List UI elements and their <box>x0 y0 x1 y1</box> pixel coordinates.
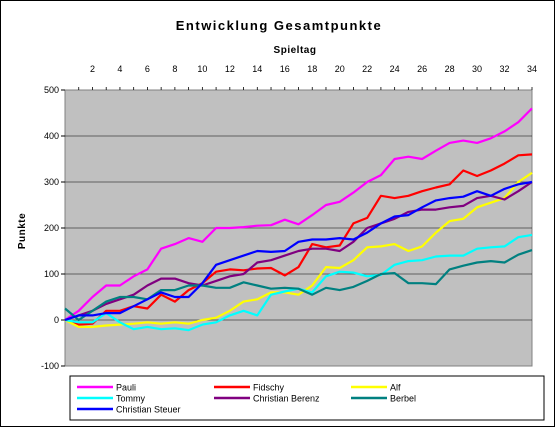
legend-label-tommy: Tommy <box>116 394 145 404</box>
x-tick-label: 20 <box>335 64 345 74</box>
x-tick-label: 34 <box>527 64 537 74</box>
legend-label-fidschy: Fidschy <box>253 383 285 393</box>
x-tick-label: 4 <box>117 64 122 74</box>
x-tick-label: 14 <box>252 64 262 74</box>
x-tick-label: 22 <box>362 64 372 74</box>
y-tick-label: 100 <box>44 269 59 279</box>
x-tick-label: 6 <box>145 64 150 74</box>
x-tick-label: 8 <box>172 64 177 74</box>
x-tick-label: 30 <box>472 64 482 74</box>
x-axis-label: Spieltag <box>274 45 317 56</box>
legend-label-berbel: Berbel <box>390 394 416 404</box>
series-line-pauli <box>64 107 533 321</box>
x-tick-label: 32 <box>500 64 510 74</box>
x-axis-ticks: 2 4 6 8 10 12 14 16 18 20 22 24 26 28 30 32 34 <box>78 64 537 90</box>
series-line-berbel <box>64 249 533 322</box>
legend <box>69 375 545 421</box>
legend-label-alf: Alf <box>390 383 401 393</box>
x-tick-label: 10 <box>197 64 207 74</box>
legend-label-pauli: Pauli <box>116 383 136 393</box>
series-line-christian-berenz <box>64 181 533 322</box>
y-tick-label: -100 <box>41 361 59 371</box>
legend-label-christian-berenz: Christian Berenz <box>253 394 320 404</box>
x-tick-label: 12 <box>225 64 235 74</box>
y-tick-label: 500 <box>44 85 59 95</box>
gridlines <box>65 135 532 321</box>
series-line-fidschy <box>64 153 533 326</box>
x-tick-label: 2 <box>90 64 95 74</box>
x-tick-label: 28 <box>445 64 455 74</box>
series-line-alf <box>64 171 533 328</box>
legend-entries: Pauli Fidschy Alf Tommy Christian Berenz Berb… <box>77 383 416 415</box>
chart-title: Entwicklung Gesamtpunkte <box>176 18 382 33</box>
x-tick-label: 26 <box>417 64 427 74</box>
y-axis-ticks: -100 0 100 200 300 400 500 <box>41 85 65 371</box>
x-tick-label: 18 <box>307 64 317 74</box>
x-tick-label: 24 <box>390 64 400 74</box>
x-tick-label: 16 <box>280 64 290 74</box>
y-tick-label: 200 <box>44 223 59 233</box>
y-tick-label: 0 <box>54 315 59 325</box>
series-lines <box>64 107 533 332</box>
y-tick-label: 300 <box>44 177 59 187</box>
y-axis-label: Punkte <box>17 213 28 249</box>
series-line-christian-steuer <box>64 180 533 322</box>
y-tick-label: 400 <box>44 131 59 141</box>
legend-label-christian-steuer: Christian Steuer <box>116 405 181 415</box>
